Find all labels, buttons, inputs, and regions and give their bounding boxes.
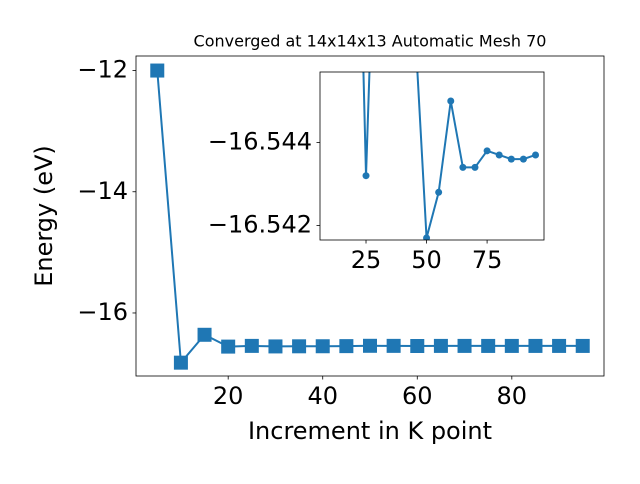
data-marker (507, 155, 515, 163)
data-marker (528, 338, 543, 353)
series-line (362, 72, 536, 239)
data-marker (221, 339, 236, 354)
axes-frame (135, 55, 605, 377)
y-tick-label: −14 (77, 177, 128, 205)
data-marker (447, 97, 455, 105)
data-marker (150, 63, 165, 78)
data-marker (532, 151, 540, 159)
data-marker (173, 355, 188, 370)
data-marker (423, 234, 431, 240)
y-tick-label: −16 (77, 298, 128, 326)
x-tick-label: 60 (402, 382, 433, 410)
data-marker (552, 338, 567, 353)
data-marker (386, 338, 401, 353)
plot-area (320, 72, 544, 240)
data-marker (519, 155, 527, 163)
data-marker (483, 147, 491, 155)
plot-layer (150, 63, 590, 370)
data-marker (292, 339, 307, 354)
data-marker (363, 338, 377, 353)
x-tick-label: 25 (351, 246, 382, 274)
data-marker (433, 338, 448, 353)
y-axis-label: Energy (eV) (30, 145, 58, 287)
x-tick-label: 20 (213, 382, 244, 410)
data-marker (575, 338, 590, 353)
data-marker (481, 338, 496, 353)
x-axis-label: Increment in K point (248, 417, 492, 445)
data-marker (471, 163, 479, 171)
data-marker (362, 172, 370, 180)
y-tick-label: −16.544 (208, 128, 312, 156)
chart-title: Converged at 14x14x13 Automatic Mesh 70 (194, 32, 547, 51)
x-tick-label: 50 (411, 246, 442, 274)
axes-frame (319, 71, 545, 241)
x-tick-label: 80 (497, 382, 528, 410)
y-tick-label: −12 (77, 56, 128, 84)
data-marker (457, 338, 472, 353)
data-marker (435, 188, 443, 196)
data-marker (459, 163, 467, 171)
data-marker (197, 327, 212, 342)
x-tick-label: 40 (307, 382, 338, 410)
data-marker (410, 339, 425, 353)
data-marker (411, 15, 418, 22)
plot-layer (362, 15, 540, 240)
data-marker (504, 338, 519, 353)
data-marker (315, 339, 330, 354)
x-tick-label: 75 (472, 246, 503, 274)
data-marker (339, 339, 354, 354)
data-marker (268, 339, 283, 354)
y-tick-label: −16.542 (208, 210, 312, 238)
data-marker (244, 338, 259, 353)
data-marker (495, 151, 503, 159)
